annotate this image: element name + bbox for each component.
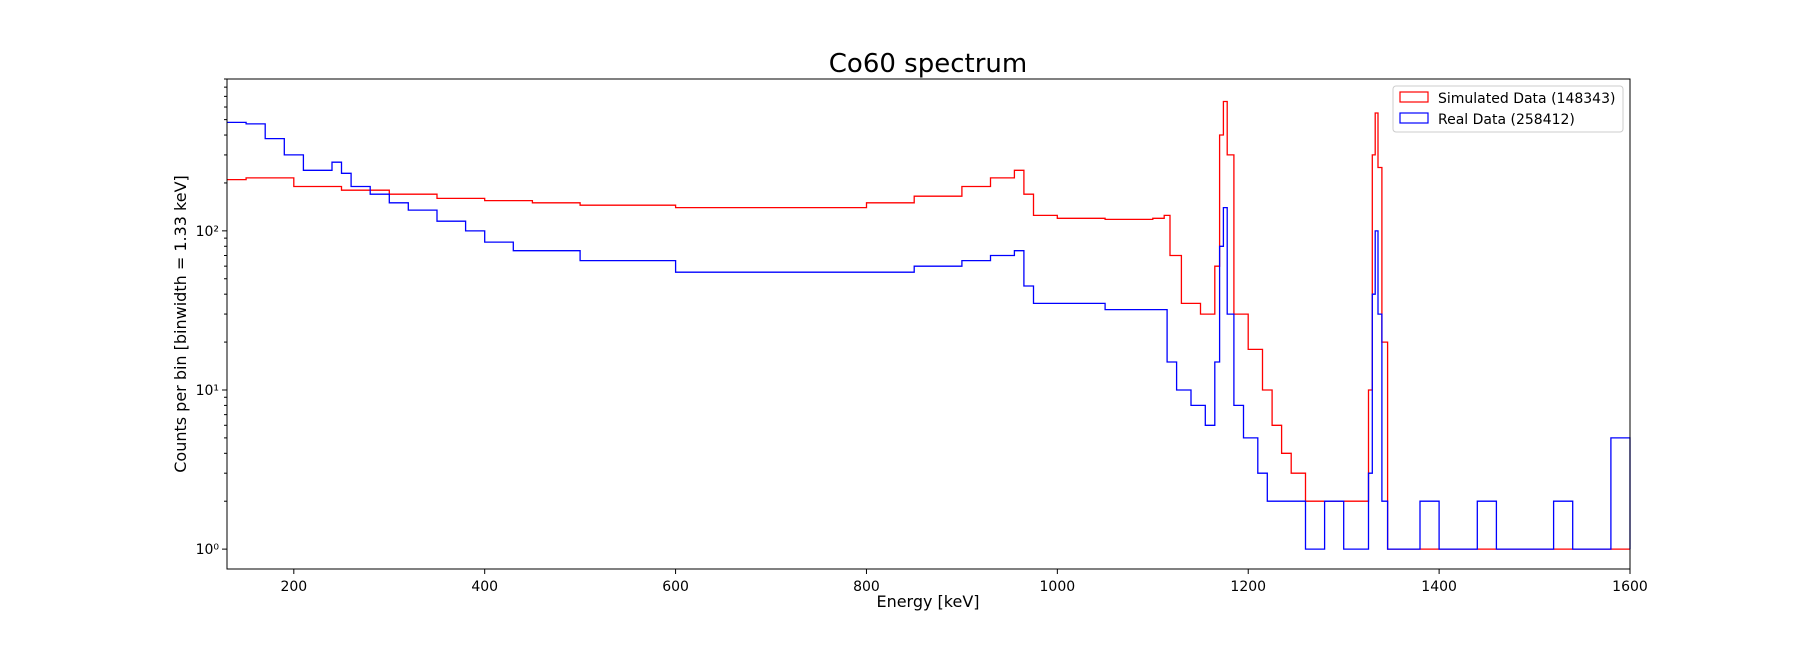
x-tick-label: 800 [853, 579, 880, 595]
x-tick-label: 1200 [1230, 579, 1266, 595]
x-tick-label: 400 [471, 579, 498, 595]
legend-frame [1392, 85, 1624, 133]
legend-label-real: Real Data (258412) [1438, 112, 1575, 128]
legend-swatch-simulated [1399, 91, 1429, 103]
legend-label-simulated: Simulated Data (148343) [1438, 91, 1615, 107]
x-tick-label: 1600 [1612, 579, 1648, 595]
x-tick-label: 600 [662, 579, 689, 595]
x-axis-ticks: 200 400 600 800 1000 1200 1400 1600 [280, 569, 1648, 595]
x-tick-label: 1000 [1040, 579, 1076, 595]
x-tick-label: 200 [280, 579, 307, 595]
series-line-simulated [227, 100, 1630, 550]
chart-title: Co60 spectrum [829, 49, 1027, 79]
x-tick-label: 1400 [1421, 579, 1457, 595]
series-layer [227, 100, 1631, 550]
legend-swatch-real [1399, 112, 1429, 124]
legend: Simulated Data (148343) Real Data (25841… [1392, 85, 1624, 133]
y-tick-label: 10⁰ [196, 542, 220, 558]
y-axis-ticks: 10⁰ 10¹ 10² [196, 78, 227, 558]
y-tick-label: 10¹ [196, 383, 219, 399]
y-tick-label: 10² [196, 224, 219, 240]
plot-frame [226, 78, 1631, 570]
y-axis-title: Counts per bin [binwidth = 1.33 keV] [171, 175, 190, 473]
series-line-real [227, 121, 1631, 550]
x-axis-title: Energy [keV] [876, 592, 979, 611]
